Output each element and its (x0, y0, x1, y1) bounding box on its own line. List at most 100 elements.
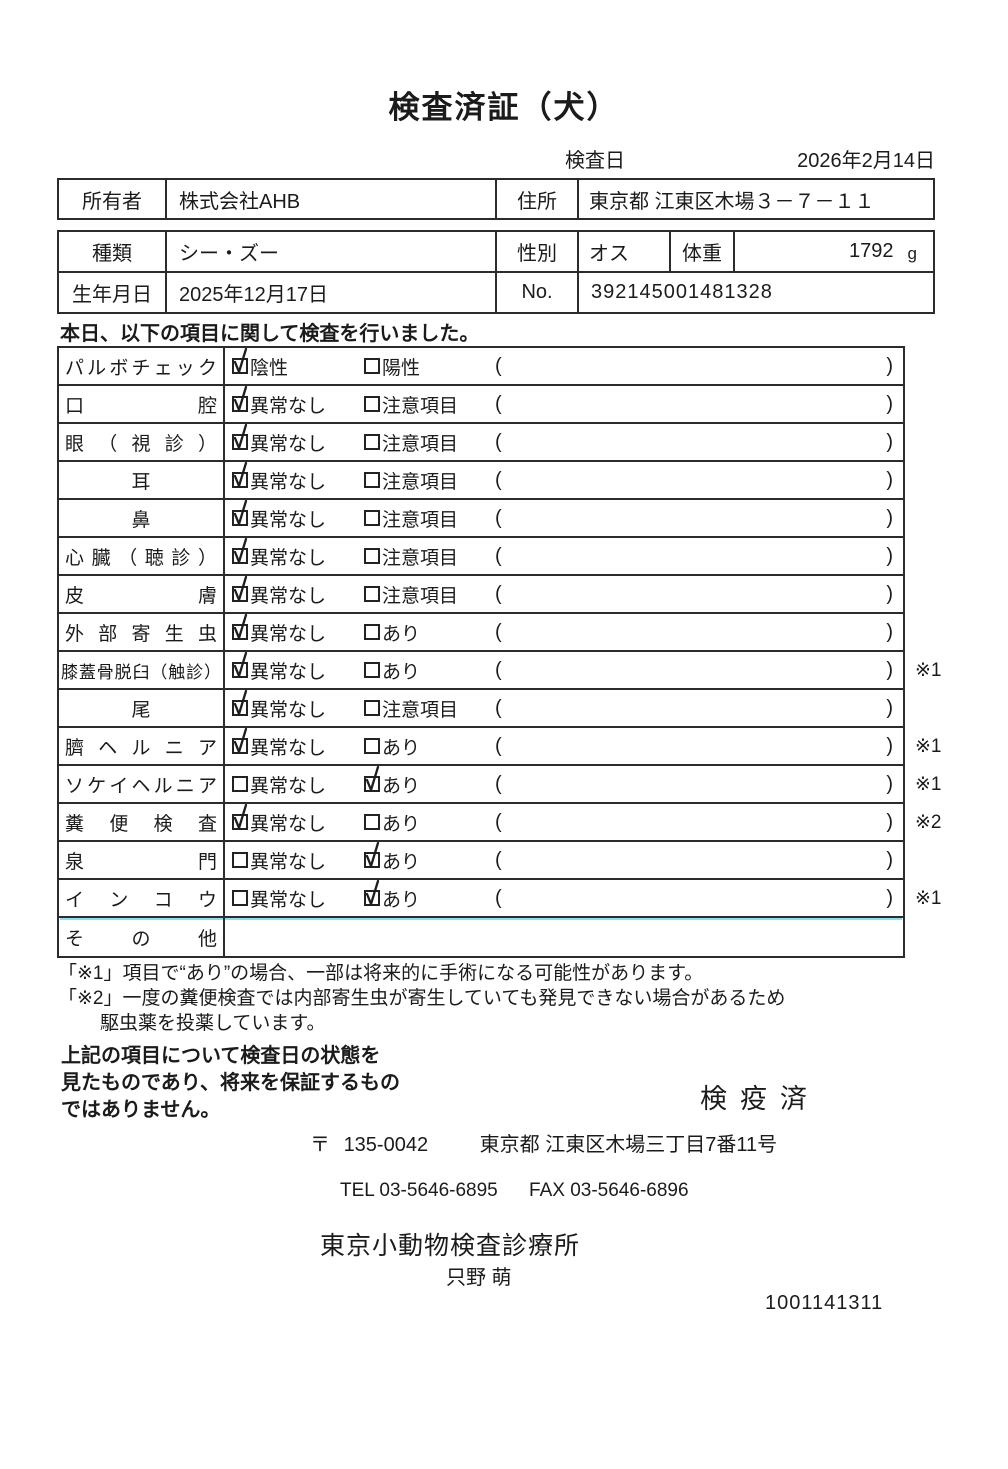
checkbox-checked (232, 803, 248, 830)
checkbox-unchecked (364, 624, 380, 640)
exam-option-label: 異常なし (250, 547, 327, 569)
exam-row-label-char: 膚 (197, 585, 217, 607)
exam-row-label-char: ） (197, 547, 217, 569)
paren-close: ) (886, 430, 893, 453)
exam-row-content: 異常なし 注意項目 () (225, 423, 903, 460)
exam-row-label-char: ヘ (131, 775, 151, 797)
footnote-ref: ※1 (915, 736, 942, 757)
exam-row-label-char: 臓 (91, 547, 111, 569)
check-mark-icon (233, 727, 248, 754)
exam-option-label: 注意項目 (382, 471, 459, 493)
exam-row-label-char: ） (204, 662, 221, 682)
exam-option-label: 異常なし (250, 775, 327, 797)
exam-row-label-char: 眼 (65, 433, 85, 455)
paren-close: ) (886, 620, 893, 643)
exam-row-label-char: ル (153, 775, 173, 797)
exam-option: あり (364, 765, 421, 802)
footnote-2: 「※2」一度の糞便検査では内部寄生虫が寄生していても発見できない場合があるため (58, 988, 786, 1009)
paren-close: ) (886, 848, 893, 871)
exam-option: 異常なし (232, 385, 326, 422)
breed-label: 種類 (92, 243, 132, 265)
checkbox-unchecked (364, 358, 380, 374)
checkbox-unchecked (364, 472, 380, 488)
clinic-tel: TEL 03-5646-6895 (340, 1180, 498, 1201)
exam-row-label-char: 診 (171, 547, 191, 569)
sex-label: 性別 (495, 232, 577, 271)
disclaimer-line-2: 見たものであり、将来を保証するもの (61, 1072, 400, 1094)
exam-option: 異常なし (232, 499, 326, 536)
paren-open: ( (495, 354, 502, 377)
weight-value: 1792 g (733, 232, 933, 271)
check-mark-icon (365, 879, 380, 906)
exam-row-label-char: ケ (87, 775, 107, 797)
sex-value: オス (577, 232, 669, 271)
paren-open: ( (495, 620, 502, 643)
checkbox-unchecked (364, 662, 380, 678)
exam-row-label-char: 虫 (197, 623, 217, 645)
exam-row-label-char: （ (118, 547, 138, 569)
exam-option: 注意項目 (364, 538, 458, 574)
checkbox-unchecked (364, 814, 380, 830)
weight-unit: g (907, 243, 917, 263)
birth-value: 2025年12月17日 (165, 273, 495, 312)
exam-row-content: 異常なし あり () (225, 841, 903, 878)
exam-row-label: ソケイヘルニア (59, 766, 225, 802)
exam-option: あり (364, 841, 420, 878)
disclaimer-line-1: 上記の項目について検査日の状態を (61, 1045, 381, 1067)
footnote-2-continued: 駆虫薬を投薬しています。 (100, 1013, 326, 1034)
exam-row: 心臓 （ 聴診 ） 異常なし 注意項目 () (59, 537, 903, 576)
exam-row-label-char: ニ (175, 775, 195, 797)
exam-row-label: 臍ヘルニア (59, 728, 225, 764)
paren-open: ( (495, 582, 502, 605)
paren-open: ( (495, 772, 502, 795)
clinic-address: 東京都 江東区木場三丁目7番11号 (479, 1134, 778, 1156)
exam-row-label-char: ボ (109, 357, 129, 379)
exam-row-content: 異常なし あり () (225, 765, 903, 802)
checkbox-unchecked (364, 548, 380, 564)
exam-row-label-char: 臍 (65, 737, 85, 759)
exam-row-label: 耳 (59, 462, 225, 498)
exam-row-label-char: 臼 (132, 662, 150, 682)
examiner-name: 只野 萌 (446, 1267, 512, 1289)
exam-option-label: あり (382, 775, 421, 797)
exam-row-content: 異常なし あり () (225, 727, 903, 764)
exam-option-label: 注意項目 (382, 699, 459, 721)
paren-open: ( (495, 696, 502, 719)
exam-row-label-char: パ (65, 357, 85, 379)
owner-address-value: 東京都 江東区木場３－７－１１ (577, 180, 933, 218)
no-value: 392145001481328 (577, 273, 933, 312)
weight-number: 1792 (849, 240, 894, 262)
exam-row-label-char: チ (131, 357, 151, 379)
checkbox-unchecked (232, 852, 248, 868)
exam-row-label: 膝蓋骨脱臼（触診） (59, 652, 225, 688)
no-label: No. (495, 273, 577, 312)
disclaimer-text: 上記の項目について検査日の状態を 見たものであり、将来を保証するもの ではありま… (61, 1043, 400, 1124)
exam-row-label-char: 尾 (131, 699, 151, 721)
footnote-ref: ※1 (915, 888, 942, 909)
clinic-name: 東京小動物検査診療所 (320, 1232, 581, 1260)
exam-row: 鼻 異常なし 注意項目 () (59, 499, 903, 538)
paren-open: ( (495, 848, 502, 871)
paren-open: ( (495, 734, 502, 757)
exam-row-content: 異常なし あり () (225, 803, 903, 840)
exam-option-label: 異常なし (250, 851, 327, 873)
paren-close: ) (886, 582, 893, 605)
paren-close: ) (886, 734, 893, 757)
checkbox-unchecked (364, 700, 380, 716)
exam-row-label-char: ク (197, 357, 217, 379)
exam-option-label: 異常なし (250, 737, 327, 759)
exam-row-label-char: 視 (131, 433, 151, 455)
quarantine-stamp: 検疫済 (700, 1084, 820, 1114)
exam-option: 異常なし (232, 537, 327, 574)
exam-option-label: あり (382, 889, 421, 911)
exam-option: 異常なし (232, 727, 327, 764)
exam-row-content: 異常なし 注意項目 () (225, 499, 903, 536)
check-mark-icon (233, 461, 248, 488)
clinic-phone-line: TEL 03-5646-6895 FAX 03-5646-6896 (340, 1180, 689, 1202)
exam-row-label-char: 査 (197, 813, 217, 835)
checkbox-checked (232, 651, 248, 678)
exam-option: あり (364, 804, 420, 840)
exam-row-content: 異常なし あり () (225, 613, 903, 650)
exam-row-label-char: コ (153, 889, 173, 911)
exam-row-label-char: 口 (65, 395, 85, 417)
